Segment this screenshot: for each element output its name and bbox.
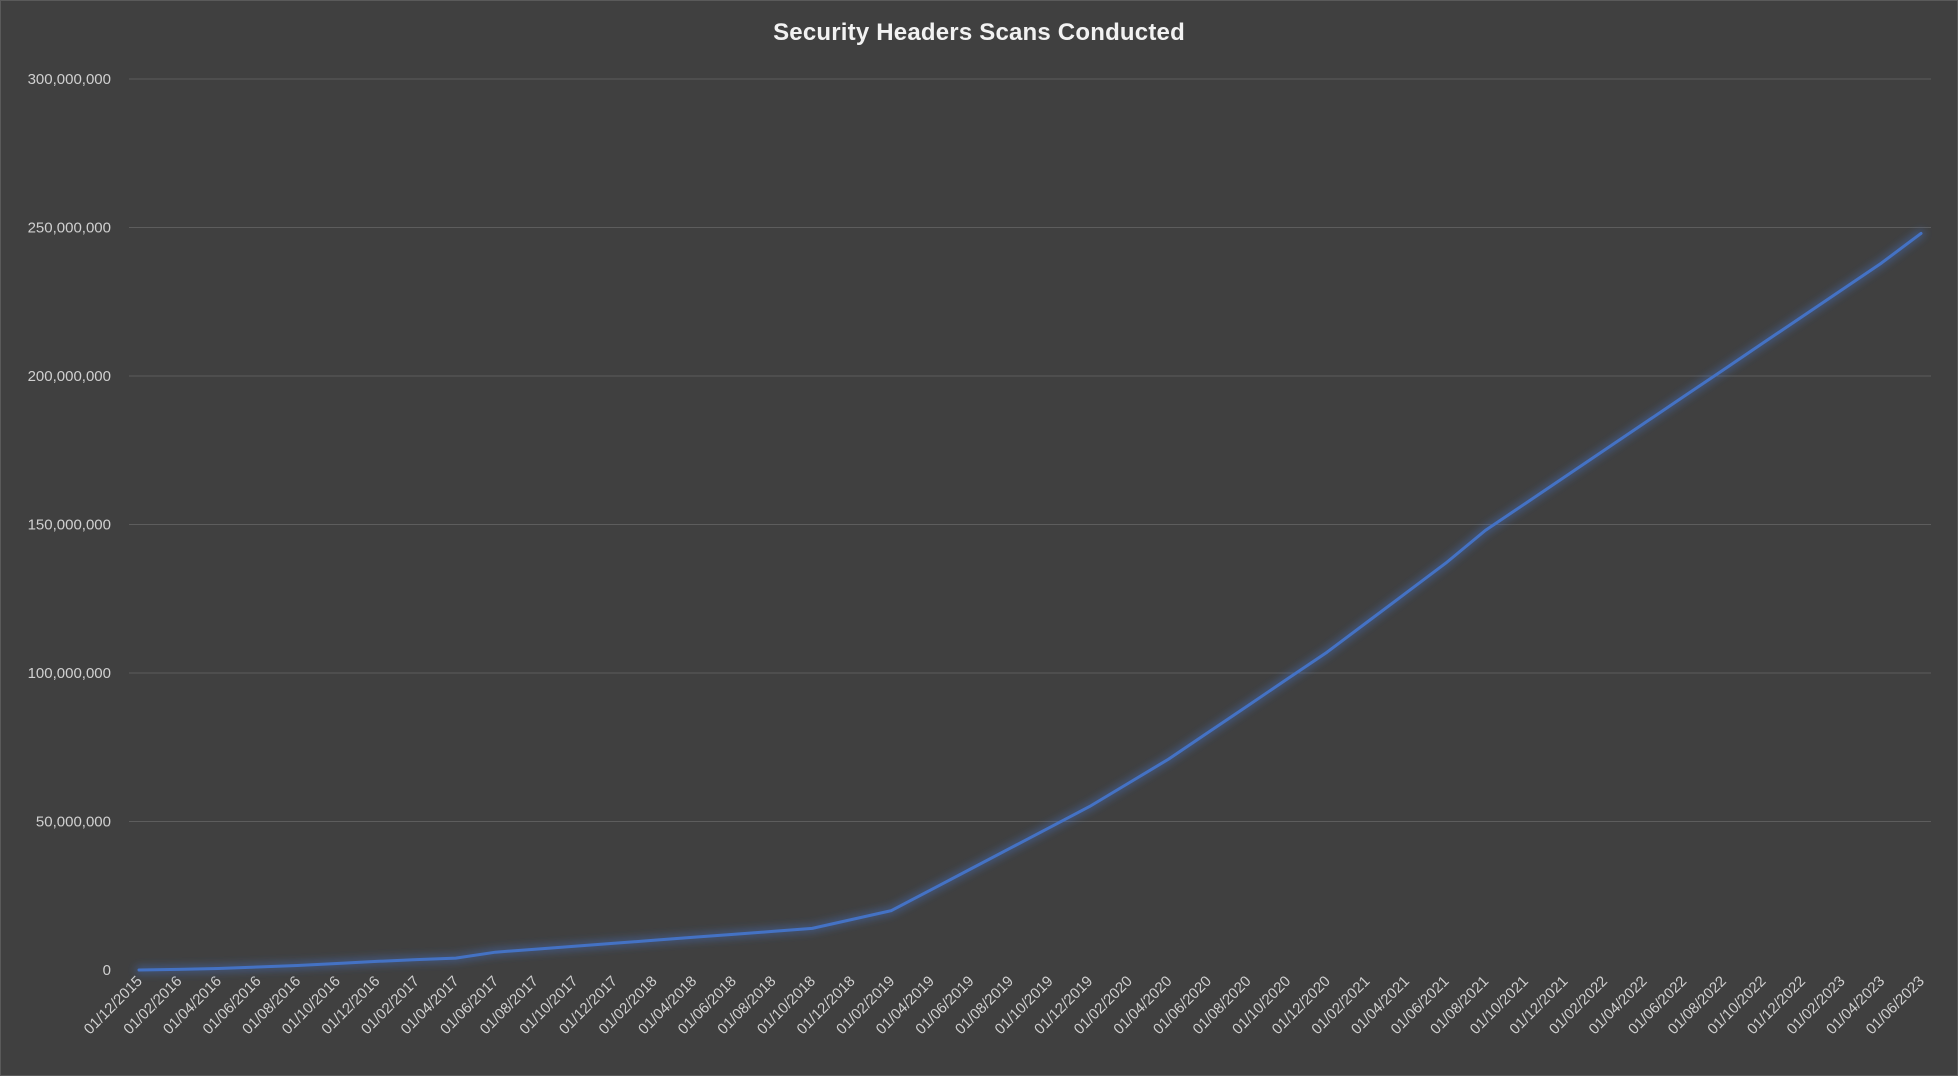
data-point — [1563, 475, 1567, 479]
data-point — [1206, 730, 1210, 734]
y-tick-label: 300,000,000 — [28, 71, 111, 88]
data-point — [1365, 621, 1369, 625]
data-point — [850, 918, 854, 922]
data-point — [1127, 781, 1131, 785]
data-point — [1008, 846, 1012, 850]
data-point — [1087, 805, 1091, 809]
data-point — [454, 956, 458, 960]
data-point — [1167, 757, 1171, 761]
data-point — [652, 938, 656, 942]
data-point — [256, 965, 260, 969]
data-point — [1681, 395, 1685, 399]
data-point — [1404, 591, 1408, 595]
series-line — [137, 231, 1923, 972]
data-point — [1840, 288, 1844, 292]
data-point — [1602, 448, 1606, 452]
data-point — [810, 926, 814, 930]
data-point — [731, 932, 735, 936]
series-line-glow — [135, 229, 1925, 974]
y-tick-label: 250,000,000 — [28, 220, 111, 237]
data-point — [1048, 825, 1052, 829]
data-point — [1919, 231, 1923, 235]
data-point — [1285, 677, 1289, 681]
data-point — [1325, 650, 1329, 654]
data-point — [295, 964, 299, 968]
y-tick-label: 100,000,000 — [28, 665, 111, 682]
data-point — [1642, 422, 1646, 426]
y-tick-label: 50,000,000 — [36, 814, 111, 831]
data-point — [1721, 368, 1725, 372]
y-tick-label: 150,000,000 — [28, 517, 111, 534]
data-point — [216, 967, 220, 971]
data-point — [612, 941, 616, 945]
data-point — [929, 888, 933, 892]
data-point — [533, 947, 537, 951]
y-tick-label: 200,000,000 — [28, 368, 111, 385]
chart-title: Security Headers Scans Conducted — [773, 19, 1185, 46]
data-point — [1483, 528, 1487, 532]
data-point — [691, 935, 695, 939]
data-point — [573, 944, 577, 948]
data-point — [493, 950, 497, 954]
data-point — [414, 958, 418, 962]
data-point — [771, 929, 775, 933]
data-point — [137, 968, 141, 972]
data-point — [177, 967, 181, 971]
data-point — [1879, 261, 1883, 265]
data-point — [1761, 341, 1765, 345]
data-point — [1523, 502, 1527, 506]
data-point — [889, 909, 893, 913]
y-tick-label: 0 — [103, 962, 111, 979]
data-point — [969, 867, 973, 871]
data-point — [1800, 315, 1804, 319]
data-point — [335, 961, 339, 965]
data-point — [1444, 561, 1448, 565]
data-point — [375, 959, 379, 963]
data-point — [1246, 704, 1250, 708]
